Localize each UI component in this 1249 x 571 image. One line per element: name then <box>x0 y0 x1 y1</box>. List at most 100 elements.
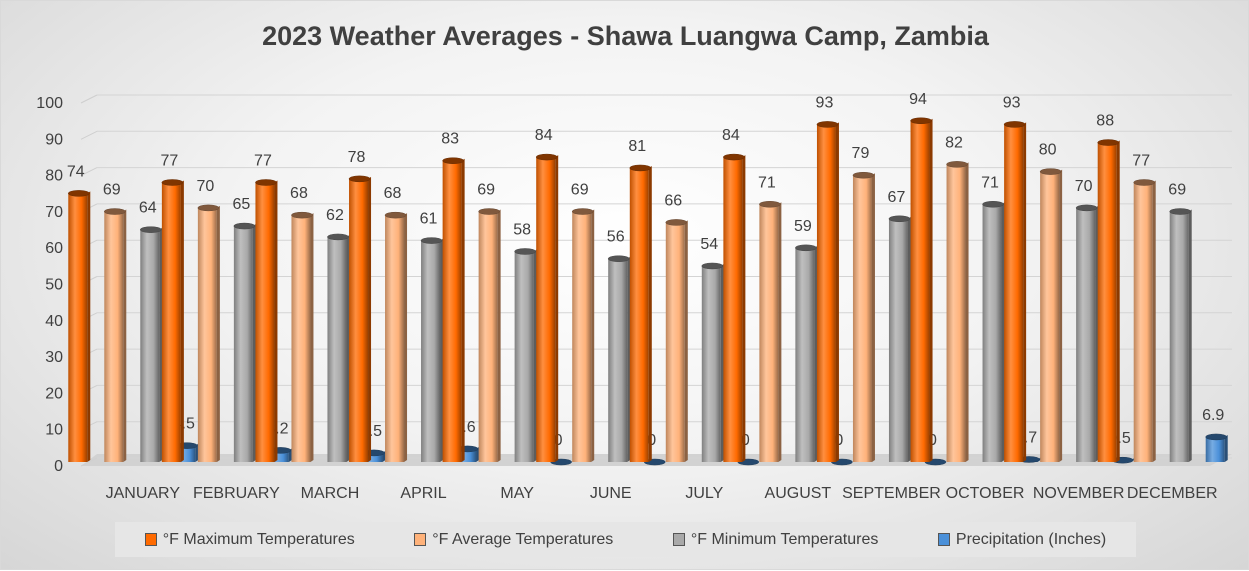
bar <box>442 160 462 462</box>
chart-legend: °F Maximum Temperatures °F Average Tempe… <box>115 522 1136 557</box>
bar <box>197 207 217 462</box>
bar <box>363 452 383 462</box>
bar-cap <box>1097 139 1119 146</box>
bar-side <box>778 202 782 462</box>
legend-item-max: °F Maximum Temperatures <box>144 531 355 549</box>
bar <box>888 218 908 462</box>
bar-side <box>742 155 746 462</box>
data-label: 62 <box>326 207 344 224</box>
bar-cap <box>442 157 464 164</box>
bar-side <box>907 216 911 462</box>
bar-side <box>684 220 688 462</box>
data-label: 6.9 <box>1202 407 1224 424</box>
data-label: 69 <box>103 182 121 199</box>
data-label: 54 <box>700 236 718 253</box>
y-tick-label: 100 <box>36 95 63 112</box>
chart-title: 2023 Weather Averages - Shawa Luangwa Ca… <box>262 21 989 51</box>
bar-side <box>216 205 220 462</box>
bar-side <box>1188 209 1192 462</box>
bar <box>701 265 721 462</box>
x-tick-label: FEBRUARY <box>193 485 280 502</box>
bar <box>759 204 779 462</box>
bar-cap <box>910 117 932 125</box>
data-label: 94 <box>909 91 927 108</box>
bar-side <box>1023 122 1027 462</box>
legend-item-avg: °F Average Temperatures <box>414 531 613 549</box>
bar <box>478 211 498 462</box>
legend-swatch-precip <box>937 533 950 546</box>
bar-side <box>310 213 314 462</box>
legend-swatch-avg <box>414 533 427 546</box>
bar <box>1133 182 1153 463</box>
bar-cap <box>816 121 839 128</box>
data-label: 78 <box>348 149 366 166</box>
gridline-diag <box>80 167 98 177</box>
bar-side <box>648 165 652 462</box>
data-label: 77 <box>160 152 178 169</box>
bar-side <box>159 227 163 462</box>
legend-label-avg: °F Average Temperatures <box>432 530 614 548</box>
bar-cap <box>420 237 443 244</box>
bar-side <box>533 249 537 462</box>
bar-side <box>835 122 839 462</box>
bar-cap <box>478 208 500 215</box>
bar <box>629 167 649 462</box>
bar-cap <box>1205 433 1227 441</box>
bar <box>946 164 966 462</box>
bar-side <box>1116 140 1120 462</box>
y-tick-label: 20 <box>45 385 63 402</box>
bar-cap <box>759 201 781 208</box>
bar <box>795 247 815 462</box>
bar-cap <box>1003 121 1026 128</box>
bar-cap <box>852 171 875 179</box>
data-label: 84 <box>722 127 740 144</box>
data-label: 56 <box>607 229 625 246</box>
bar <box>852 175 872 463</box>
bar <box>665 222 685 462</box>
bar-cap <box>197 204 220 212</box>
gridline-diag <box>80 94 98 104</box>
legend-label-precip: Precipitation (Inches) <box>955 530 1107 548</box>
bar <box>910 120 930 462</box>
bar <box>349 178 369 463</box>
data-label: 68 <box>384 185 402 202</box>
y-tick-label: 50 <box>45 277 63 294</box>
bar-cap <box>723 153 745 161</box>
bar-cap <box>571 208 594 215</box>
gridline-diag <box>80 457 98 467</box>
bar-side <box>965 162 969 462</box>
bar-cap <box>629 164 652 172</box>
bar <box>982 204 1002 462</box>
bar-side <box>720 263 724 462</box>
y-tick-label: 30 <box>45 349 63 366</box>
bar-side <box>123 209 127 462</box>
data-label: 93 <box>1003 94 1021 111</box>
y-tick-label: 80 <box>45 168 63 185</box>
bar-cap <box>665 219 688 226</box>
bar <box>514 251 534 462</box>
bar-side <box>1059 169 1063 462</box>
bar-side <box>1224 434 1228 462</box>
y-tick-label: 90 <box>45 131 63 148</box>
bar-cap <box>104 208 126 215</box>
bar <box>608 258 628 462</box>
data-label: 93 <box>816 94 834 111</box>
data-label: 82 <box>945 134 963 151</box>
bar-side <box>929 118 933 462</box>
bar-cap <box>888 215 911 223</box>
x-tick-label: JANUARY <box>106 485 181 502</box>
bar <box>161 182 181 463</box>
x-tick-label: NOVEMBER <box>1033 485 1125 502</box>
data-label: 69 <box>571 182 589 199</box>
bar-cap <box>514 248 536 255</box>
bar-cap <box>535 153 558 161</box>
data-label: 67 <box>888 189 906 206</box>
bar-cap <box>255 179 277 186</box>
bar-side <box>440 238 444 462</box>
bar-side <box>368 176 372 463</box>
legend-item-precip: Precipitation (Inches) <box>937 530 1107 549</box>
bar <box>1205 436 1225 462</box>
data-label: 69 <box>1168 182 1186 199</box>
